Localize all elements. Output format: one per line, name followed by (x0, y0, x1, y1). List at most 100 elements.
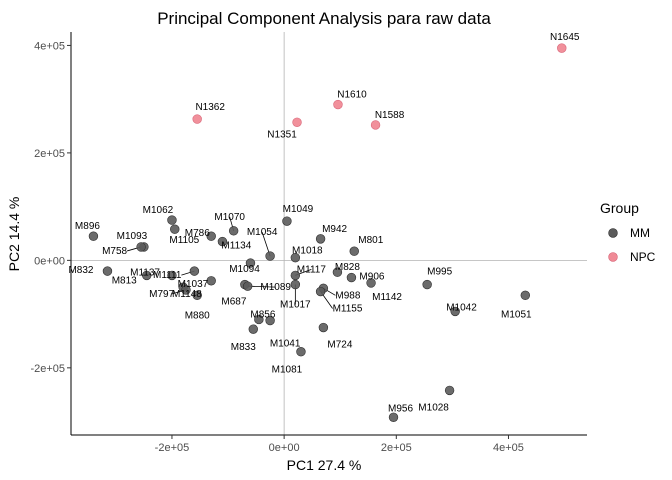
label-m828: M828 (335, 262, 360, 273)
label-m724: M724 (327, 340, 352, 351)
point-m1105 (206, 231, 216, 241)
label-m813: M813 (112, 275, 137, 286)
label-n1610: N1610 (337, 90, 367, 101)
label-m1117: M1117 (297, 264, 327, 275)
label-m995: M995 (427, 267, 452, 278)
point-m1117 (290, 270, 301, 281)
y-tick-label: -2e+05 (30, 363, 65, 375)
point-m786 (170, 224, 180, 234)
x-tick-label: -2e+05 (155, 442, 190, 454)
point-n1645 (557, 43, 567, 53)
label-m687: M687 (221, 297, 246, 308)
point-m1134 (217, 236, 228, 247)
point-m1142 (366, 278, 376, 288)
label-m1017: M1017 (280, 300, 311, 311)
point-m896 (88, 231, 99, 241)
label-m1028: M1028 (418, 402, 449, 413)
point-m1081 (296, 347, 306, 357)
label-n1588: N1588 (375, 110, 405, 121)
label-m956: M956 (388, 403, 413, 414)
data-point-labels: N1645N1610N1588N1362N1351M896M1062M786M1… (68, 32, 579, 414)
point-m758 (136, 242, 146, 252)
label-m1134: M1134 (221, 241, 251, 252)
axes: -2e+05 0e+00 2e+05 4e+05 -2e+05 0e+00 2e+05 4e+… (30, 32, 587, 454)
label-m1142: M1142 (372, 292, 402, 303)
point-m880 (192, 290, 202, 300)
point-m1049 (282, 216, 292, 226)
label-m880: M880 (185, 310, 210, 321)
point-m1017 (290, 279, 301, 290)
label-m1105: M1105 (169, 235, 199, 246)
label-n1351: N1351 (267, 129, 297, 140)
x-axis-title: PC1 27.4 % (287, 457, 362, 473)
point-m801 (349, 246, 359, 256)
point-n1362 (192, 114, 202, 124)
point-m1051 (520, 290, 531, 300)
point-m956 (388, 412, 399, 422)
label-m1041: M1041 (270, 339, 301, 350)
legend-key-npc (608, 252, 618, 262)
label-m906: M906 (359, 272, 384, 283)
label-m1018: M1018 (292, 246, 323, 257)
point-m1062 (167, 215, 177, 225)
y-tick-label: 4e+05 (34, 40, 65, 52)
label-m797: M797 (149, 289, 174, 300)
x-tick-label: 0e+00 (269, 442, 300, 454)
label-m758: M758 (102, 246, 127, 257)
point-m856 (254, 314, 264, 325)
label-m988: M988 (335, 290, 360, 301)
label-m942: M942 (322, 224, 347, 235)
point-m1148 (181, 285, 191, 295)
y-axis-title: PC2 14.4 % (6, 197, 22, 272)
legend-label-npc: NPC (630, 250, 656, 264)
label-m1137: M1137 (130, 267, 160, 278)
y-tick-label: 2e+05 (34, 148, 65, 160)
label-m1148: M1148 (172, 289, 202, 300)
point-m1094 (245, 258, 256, 268)
label-n1362: N1362 (195, 102, 225, 113)
point-n1610 (333, 99, 343, 110)
label-m1081: M1081 (272, 365, 303, 376)
point-m833 (248, 324, 258, 334)
label-m786: M786 (185, 228, 210, 239)
label-m1089: M1089 (260, 282, 291, 293)
label-m1070: M1070 (214, 212, 245, 223)
point-m942 (315, 234, 326, 244)
label-m1042: M1042 (446, 302, 477, 313)
point-m1111 (189, 266, 200, 276)
point-m1054 (265, 251, 275, 261)
point-m1018 (290, 252, 301, 263)
point-m832 (102, 266, 113, 276)
point-m828 (332, 267, 343, 277)
point-n1351 (292, 117, 302, 127)
reference-lines (71, 32, 587, 435)
x-tick-label: 2e+05 (381, 442, 412, 454)
label-m1037: M1037 (178, 279, 209, 290)
point-m1042 (450, 306, 460, 317)
point-m1041 (265, 315, 275, 326)
point-m995 (422, 279, 432, 290)
chart-title: Principal Component Analysis para raw da… (157, 9, 491, 28)
point-m724 (318, 322, 329, 333)
label-m1054: M1054 (247, 227, 278, 238)
x-tick-label: 4e+05 (493, 442, 524, 454)
y-tick-label: 0e+00 (34, 255, 65, 267)
legend-label-mm: MM (630, 226, 650, 240)
label-m896: M896 (75, 221, 100, 232)
label-m1049: M1049 (283, 204, 314, 215)
label-m1051: M1051 (501, 309, 532, 320)
point-m1089 (242, 281, 253, 291)
point-m1070 (228, 226, 239, 236)
legend: Group MM NPC (600, 200, 656, 264)
legend-title: Group (600, 200, 639, 216)
label-m1093: M1093 (117, 231, 148, 242)
label-n1645: N1645 (550, 32, 580, 43)
point-m1155 (315, 286, 326, 297)
point-m1037 (206, 276, 216, 286)
label-m1111: M1111 (153, 270, 182, 281)
label-m1062: M1062 (143, 205, 174, 216)
label-m1155: M1155 (333, 304, 363, 315)
label-m833: M833 (231, 342, 256, 353)
